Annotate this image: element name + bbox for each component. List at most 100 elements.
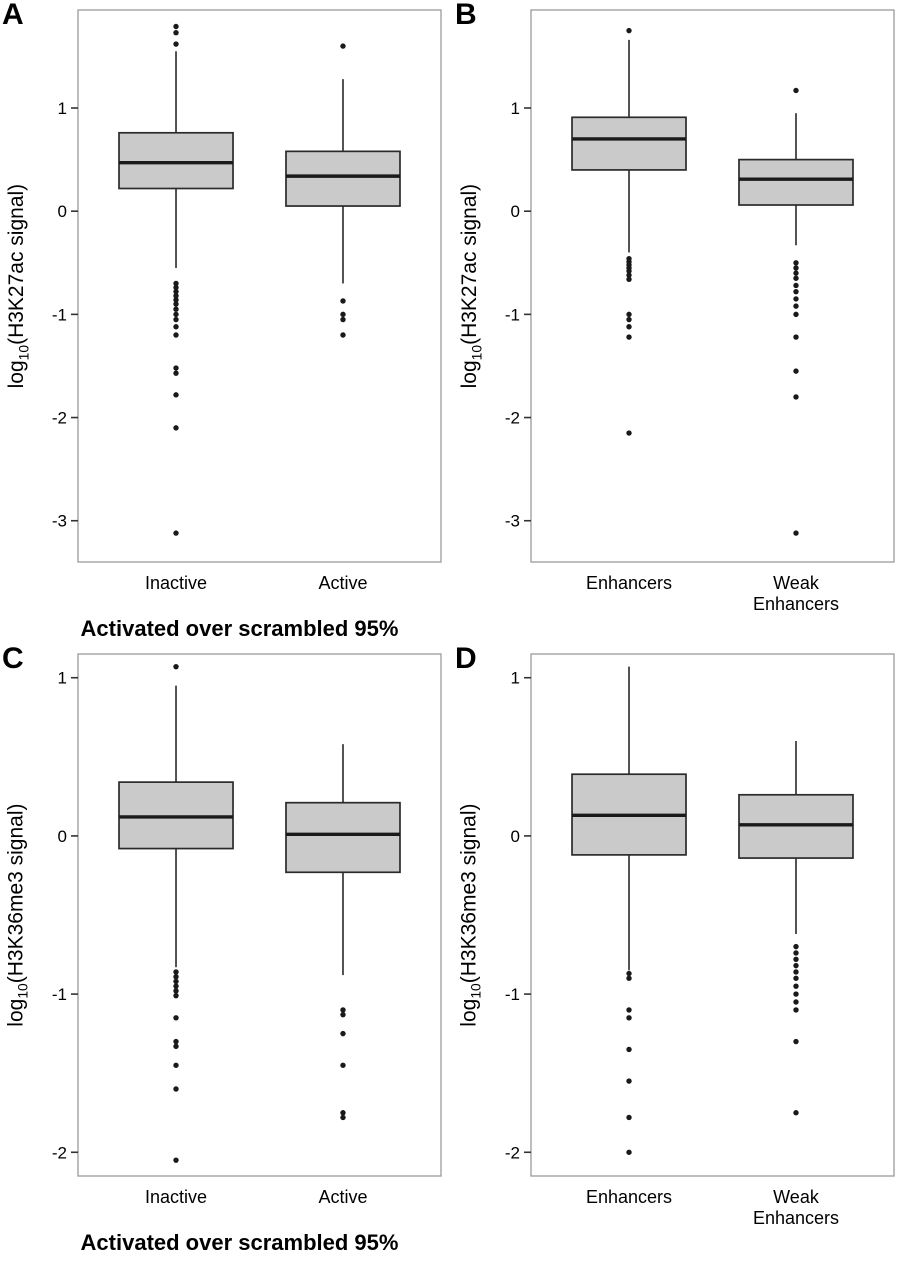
y-tick-label: -3 <box>52 512 67 531</box>
outlier-point <box>793 368 799 374</box>
outlier-point <box>173 1062 179 1068</box>
outlier-point <box>626 311 632 318</box>
outlier-point <box>793 962 799 969</box>
outlier-point <box>793 983 799 989</box>
outlier-point <box>793 969 799 975</box>
y-axis-label: log10(H3K27ac signal) <box>5 184 31 389</box>
plot-border <box>77 9 442 563</box>
outlier-point <box>173 1043 179 1049</box>
outlier-point <box>173 311 179 318</box>
y-axis-label-prefix: log <box>4 998 28 1027</box>
y-tick-label: 0 <box>58 202 67 221</box>
outlier-point <box>173 1157 179 1163</box>
y-axis-label-container: log10(H3K27ac signal) <box>0 10 36 562</box>
outlier-point <box>173 992 179 999</box>
iqr-box <box>285 801 401 874</box>
plot-border <box>530 653 895 1177</box>
plot-column: 1 0 -1 -2 Inactive Active Activated over scra… <box>36 646 443 1256</box>
y-axis-label-rest: (H3K36me3 signal) <box>457 803 481 984</box>
outlier-point <box>626 975 632 981</box>
y-axis-label-container: log10(H3K27ac signal) <box>453 10 489 562</box>
panel-label: C <box>2 642 24 675</box>
y-tick-label: -1 <box>505 305 520 324</box>
outlier-point <box>793 1007 799 1013</box>
outlier-point <box>793 87 799 94</box>
outlier-point <box>340 1007 346 1013</box>
x-tick-label: Weak <box>773 1187 820 1207</box>
outlier-point <box>173 41 179 47</box>
y-axis-label-subscript: 10 <box>15 983 32 999</box>
plot-border <box>530 9 895 563</box>
outlier-point <box>793 530 799 536</box>
x-tick-label: Enhancers <box>586 573 672 593</box>
outlier-point <box>626 27 632 34</box>
y-tick-label: -1 <box>505 985 520 1004</box>
outlier-point <box>793 1038 799 1045</box>
panel-c: C log10(H3K36me3 signal) 1 0 -1 -2 Inactive A… <box>0 642 443 1256</box>
outlier-point <box>626 316 632 323</box>
y-axis-label-rest: (H3K27ac signal) <box>4 183 28 345</box>
panel-label: A <box>2 0 24 31</box>
outlier-point <box>173 1015 179 1021</box>
outlier-point <box>173 370 179 376</box>
outlier-point <box>340 1030 346 1037</box>
plot-column: 1 0 -1 -2 Enhancers Weak Enhancers <box>489 646 896 1230</box>
outlier-point <box>173 392 179 398</box>
outlier-point <box>340 1114 346 1121</box>
outlier-point <box>173 301 179 307</box>
outlier-point <box>173 23 179 30</box>
panel-body: log10(H3K27ac signal) 1 0 -1 -2 -3 Inactive Ac… <box>0 2 443 642</box>
x-tick-label: Active <box>318 573 367 593</box>
y-axis-label: log10(H3K27ac signal) <box>458 184 484 389</box>
y-axis-label: log10(H3K36me3 signal) <box>458 803 484 1026</box>
outlier-point <box>793 1110 799 1116</box>
x-tick-label: Weak <box>773 573 820 593</box>
y-axis-label-prefix: log <box>457 998 481 1027</box>
y-axis-label-prefix: log <box>457 360 481 389</box>
x-tick-label: Enhancers <box>753 1208 839 1228</box>
outlier-point <box>173 332 179 338</box>
outlier-point <box>340 43 346 49</box>
panel-b: B log10(H3K27ac signal) 1 0 -1 -2 -3 Enhancer… <box>453 0 896 616</box>
outlier-point <box>793 265 799 271</box>
outlier-point <box>173 365 179 371</box>
figure-row-top: A log10(H3K27ac signal) 1 0 -1 -2 -3 Inactive… <box>0 0 903 642</box>
plot-column: 1 0 -1 -2 -3 Inactive Active Activated over sc… <box>36 2 443 642</box>
y-tick-label: -2 <box>505 1143 520 1162</box>
outlier-point <box>626 1149 632 1155</box>
outlier-point <box>793 275 799 281</box>
y-axis-label-rest: (H3K36me3 signal) <box>4 803 28 984</box>
outlier-point <box>793 270 799 276</box>
outlier-point <box>793 334 799 340</box>
outlier-point <box>340 311 346 318</box>
outlier-point <box>793 296 799 302</box>
outlier-point <box>173 324 179 330</box>
outlier-point <box>173 1086 179 1092</box>
y-axis-label-subscript: 10 <box>468 344 485 361</box>
y-tick-label: -1 <box>52 985 67 1004</box>
outlier-point <box>626 1046 632 1053</box>
y-tick-label: 1 <box>511 669 520 688</box>
y-axis-label-prefix: log <box>4 360 28 389</box>
outlier-point <box>173 978 179 985</box>
outlier-point <box>793 260 799 266</box>
outlier-point <box>173 988 179 994</box>
y-tick-label: -3 <box>505 512 520 531</box>
outlier-point <box>173 425 179 431</box>
outlier-point <box>173 306 179 312</box>
outlier-point <box>793 288 799 295</box>
outlier-point <box>793 975 799 981</box>
x-tick-label: Inactive <box>145 1187 207 1207</box>
y-tick-label: -1 <box>52 305 67 324</box>
boxplot-canvas: 1 0 -1 -2 -3 Inactive Active <box>52 9 442 593</box>
boxplot-canvas: 1 0 -1 -2 Inactive Active <box>52 653 442 1207</box>
outlier-point <box>626 324 632 330</box>
outlier-point <box>173 983 179 989</box>
iqr-box <box>738 158 854 206</box>
outlier-point <box>626 272 632 278</box>
y-tick-label: 0 <box>58 827 67 846</box>
outlier-point <box>173 293 179 299</box>
